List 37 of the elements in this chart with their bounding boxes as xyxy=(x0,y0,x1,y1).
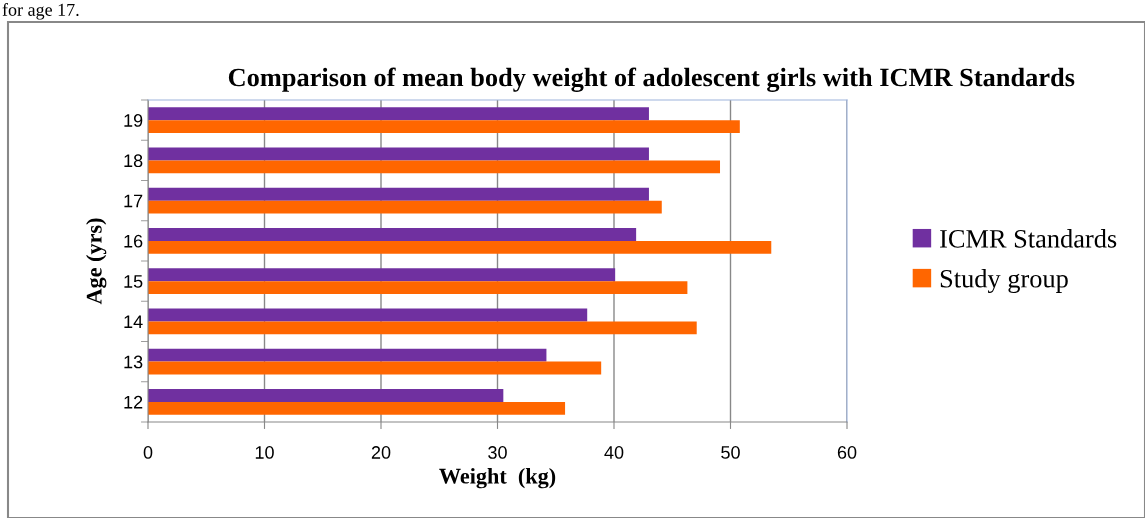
x-tick-label: 20 xyxy=(371,446,391,459)
bar xyxy=(148,389,504,402)
y-tick-label: 12 xyxy=(124,395,143,409)
x-tick-label: 0 xyxy=(143,446,153,459)
bar xyxy=(148,268,616,282)
y-tick-label: 16 xyxy=(124,234,143,248)
bar xyxy=(148,348,547,362)
bar xyxy=(148,361,602,375)
bar xyxy=(148,107,649,121)
x-tick-label: 10 xyxy=(255,446,274,459)
legend-label: ICMR Standards xyxy=(940,229,1117,248)
x-tick-label: 40 xyxy=(604,446,624,459)
chart-title: Comparison of mean body weight of adolescent girls with ICMR Standards xyxy=(228,67,1075,92)
x-tick-label: 50 xyxy=(721,446,740,459)
x-tick-label: 30 xyxy=(488,446,507,459)
bar xyxy=(148,321,697,335)
y-axis-title: Age (yrs) xyxy=(86,218,107,305)
text: for age 17. xyxy=(2,3,79,20)
bar xyxy=(148,187,649,201)
y-tick-label: 14 xyxy=(124,315,143,328)
bar xyxy=(148,308,588,322)
x-tick-label: 60 xyxy=(837,446,857,459)
y-tick-label: 18 xyxy=(124,154,143,168)
y-tick-label: 19 xyxy=(124,114,143,127)
y-tick-label: 15 xyxy=(124,275,143,288)
bar xyxy=(148,240,772,254)
bar xyxy=(148,228,637,241)
y-tick-label: 13 xyxy=(124,355,143,369)
bar xyxy=(148,120,740,134)
bar xyxy=(148,200,662,214)
y-tick-label: 17 xyxy=(124,194,143,208)
x-axis-title: Weight (kg) xyxy=(439,468,556,489)
bar xyxy=(148,401,566,415)
bar xyxy=(148,147,649,161)
bar xyxy=(148,281,688,295)
legend-label: Study group xyxy=(940,269,1068,294)
bar xyxy=(148,160,721,174)
